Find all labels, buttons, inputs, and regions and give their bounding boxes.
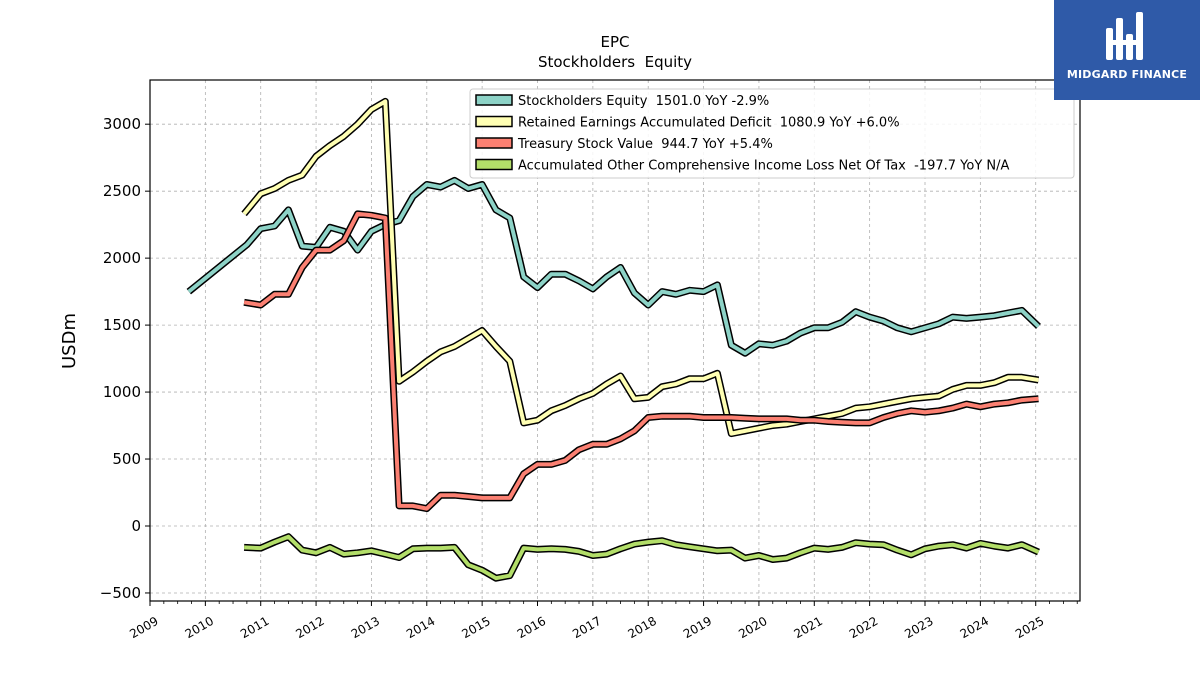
y-axis-label: USDm — [59, 313, 80, 369]
axes: −500 0 500 1000 1500 2000 2500 3000 2009 2010 2011… — [100, 115, 1078, 641]
x-tick-label: 2018 — [625, 614, 658, 641]
legend-label: Retained Earnings Accumulated Deficit 10… — [518, 116, 900, 131]
x-tick-label: 2013 — [349, 614, 382, 641]
legend-swatch — [475, 94, 513, 106]
legend: Stockholders Equity 1501.0 YoY -2.9% Reta… — [469, 88, 1075, 179]
series-line-4 — [244, 534, 1040, 581]
series-line-1 — [187, 178, 1040, 356]
legend-swatch — [475, 115, 513, 128]
x-tick-label: 2020 — [736, 614, 769, 641]
y-tick-label: −500 — [100, 584, 141, 602]
y-tick-label: 1500 — [103, 316, 141, 334]
y-tick-label: 1000 — [103, 383, 141, 401]
x-tick-label: 2023 — [902, 614, 935, 641]
legend-label: Accumulated Other Comprehensive Income L… — [518, 159, 1009, 174]
x-tick-label: 2024 — [958, 614, 991, 641]
x-tick-label: 2012 — [293, 614, 326, 641]
series-line-3 — [243, 211, 1039, 511]
x-tick-label: 2014 — [404, 614, 437, 641]
logo-text: MIDGARD FINANCE — [1066, 68, 1188, 81]
x-tick-label: 2010 — [183, 614, 216, 641]
x-tick-label: 2015 — [459, 614, 492, 641]
x-tick-label: 2025 — [1013, 614, 1046, 641]
logo-mark-icon — [1106, 12, 1143, 60]
y-tick-label: 0 — [131, 517, 141, 535]
series-line-2 — [242, 99, 1039, 436]
chart-subtitle: Stockholders Equity — [538, 53, 692, 71]
y-tick-label: 500 — [112, 450, 141, 468]
plot-area-frame — [149, 79, 1081, 602]
x-tick-label: 2019 — [681, 614, 714, 641]
x-tick-label: 2011 — [238, 614, 271, 641]
chart-title: EPC — [601, 33, 630, 51]
y-tick-label: 2500 — [103, 182, 141, 200]
legend-box — [469, 88, 1075, 179]
brand-logo: MIDGARD FINANCE — [1054, 0, 1200, 100]
legend-swatch — [475, 137, 513, 149]
x-tick-label: 2016 — [515, 614, 548, 641]
legend-swatch — [475, 158, 513, 171]
x-tick-label: 2009 — [127, 614, 160, 641]
legend-label: Stockholders Equity 1501.0 YoY -2.9% — [518, 94, 769, 109]
x-tick-label: 2021 — [792, 614, 825, 641]
y-tick-label: 3000 — [103, 115, 141, 133]
legend-label: Treasury Stock Value 944.7 YoY +5.4% — [517, 137, 773, 152]
x-tick-label: 2017 — [570, 614, 603, 641]
series-lines — [186, 97, 1041, 582]
y-tick-label: 2000 — [103, 249, 141, 267]
x-tick-label: 2022 — [847, 614, 880, 641]
